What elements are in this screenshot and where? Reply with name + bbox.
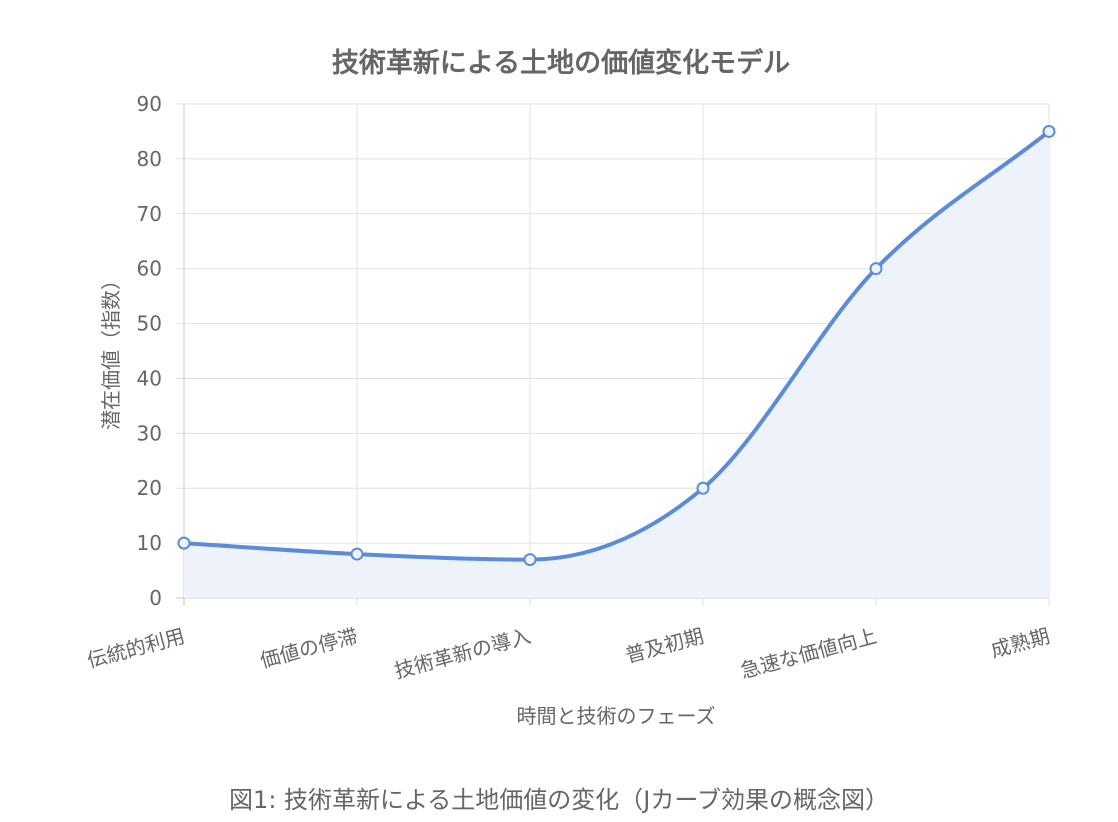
data-points: [177, 124, 1056, 567]
data-point: [696, 481, 710, 495]
data-point: [350, 547, 364, 561]
y-tick-labels: 0 10 20 30 40 50 60 70 80 90: [137, 92, 162, 610]
x-tick-label: 普及初期: [623, 624, 706, 668]
y-tick-label: 20: [137, 476, 162, 500]
series-line-layer: [182, 129, 1051, 562]
x-tick-label: 技術革新の導入: [392, 624, 533, 683]
data-point: [177, 536, 191, 550]
y-tick-label: 80: [137, 147, 162, 171]
y-tick-label: 60: [137, 257, 162, 281]
x-tick-label: 価値の停滞: [257, 624, 360, 673]
y-axis-title: 潜在価値（指数）: [99, 270, 123, 430]
y-tick-label: 50: [137, 312, 162, 336]
series-line: [182, 129, 1051, 562]
data-point: [1042, 124, 1056, 138]
series-area: [184, 131, 1049, 598]
x-tick-label: 成熟期: [988, 624, 1052, 663]
data-point: [523, 553, 537, 567]
chart-title: 技術革新による土地の価値変化モデル: [332, 47, 790, 79]
x-tick-label: 伝統的利用: [84, 624, 187, 673]
x-tick-labels: 伝統的利用 価値の停滞 技術革新の導入 普及初期 急速な価値向上 成熟期: [84, 624, 1052, 683]
line-chart: 技術革新による土地の価値変化モデル 0 10 20 30 40 50 60 70 80 90 伝統…: [84, 47, 1056, 728]
y-tick-label: 30: [137, 421, 162, 445]
y-tick-label: 40: [137, 366, 162, 390]
y-tick-label: 10: [137, 531, 162, 555]
y-tick-label: 0: [149, 586, 162, 610]
figure-caption: 図1: 技術革新による土地価値の変化（Jカーブ効果の概念図）: [229, 786, 889, 814]
y-tick-label: 90: [137, 92, 162, 116]
x-tick-label: 急速な価値向上: [738, 624, 879, 683]
area-fill-layer: [184, 131, 1049, 598]
data-point: [869, 262, 883, 276]
x-axis-title: 時間と技術のフェーズ: [517, 704, 716, 728]
y-tick-label: 70: [137, 202, 162, 226]
